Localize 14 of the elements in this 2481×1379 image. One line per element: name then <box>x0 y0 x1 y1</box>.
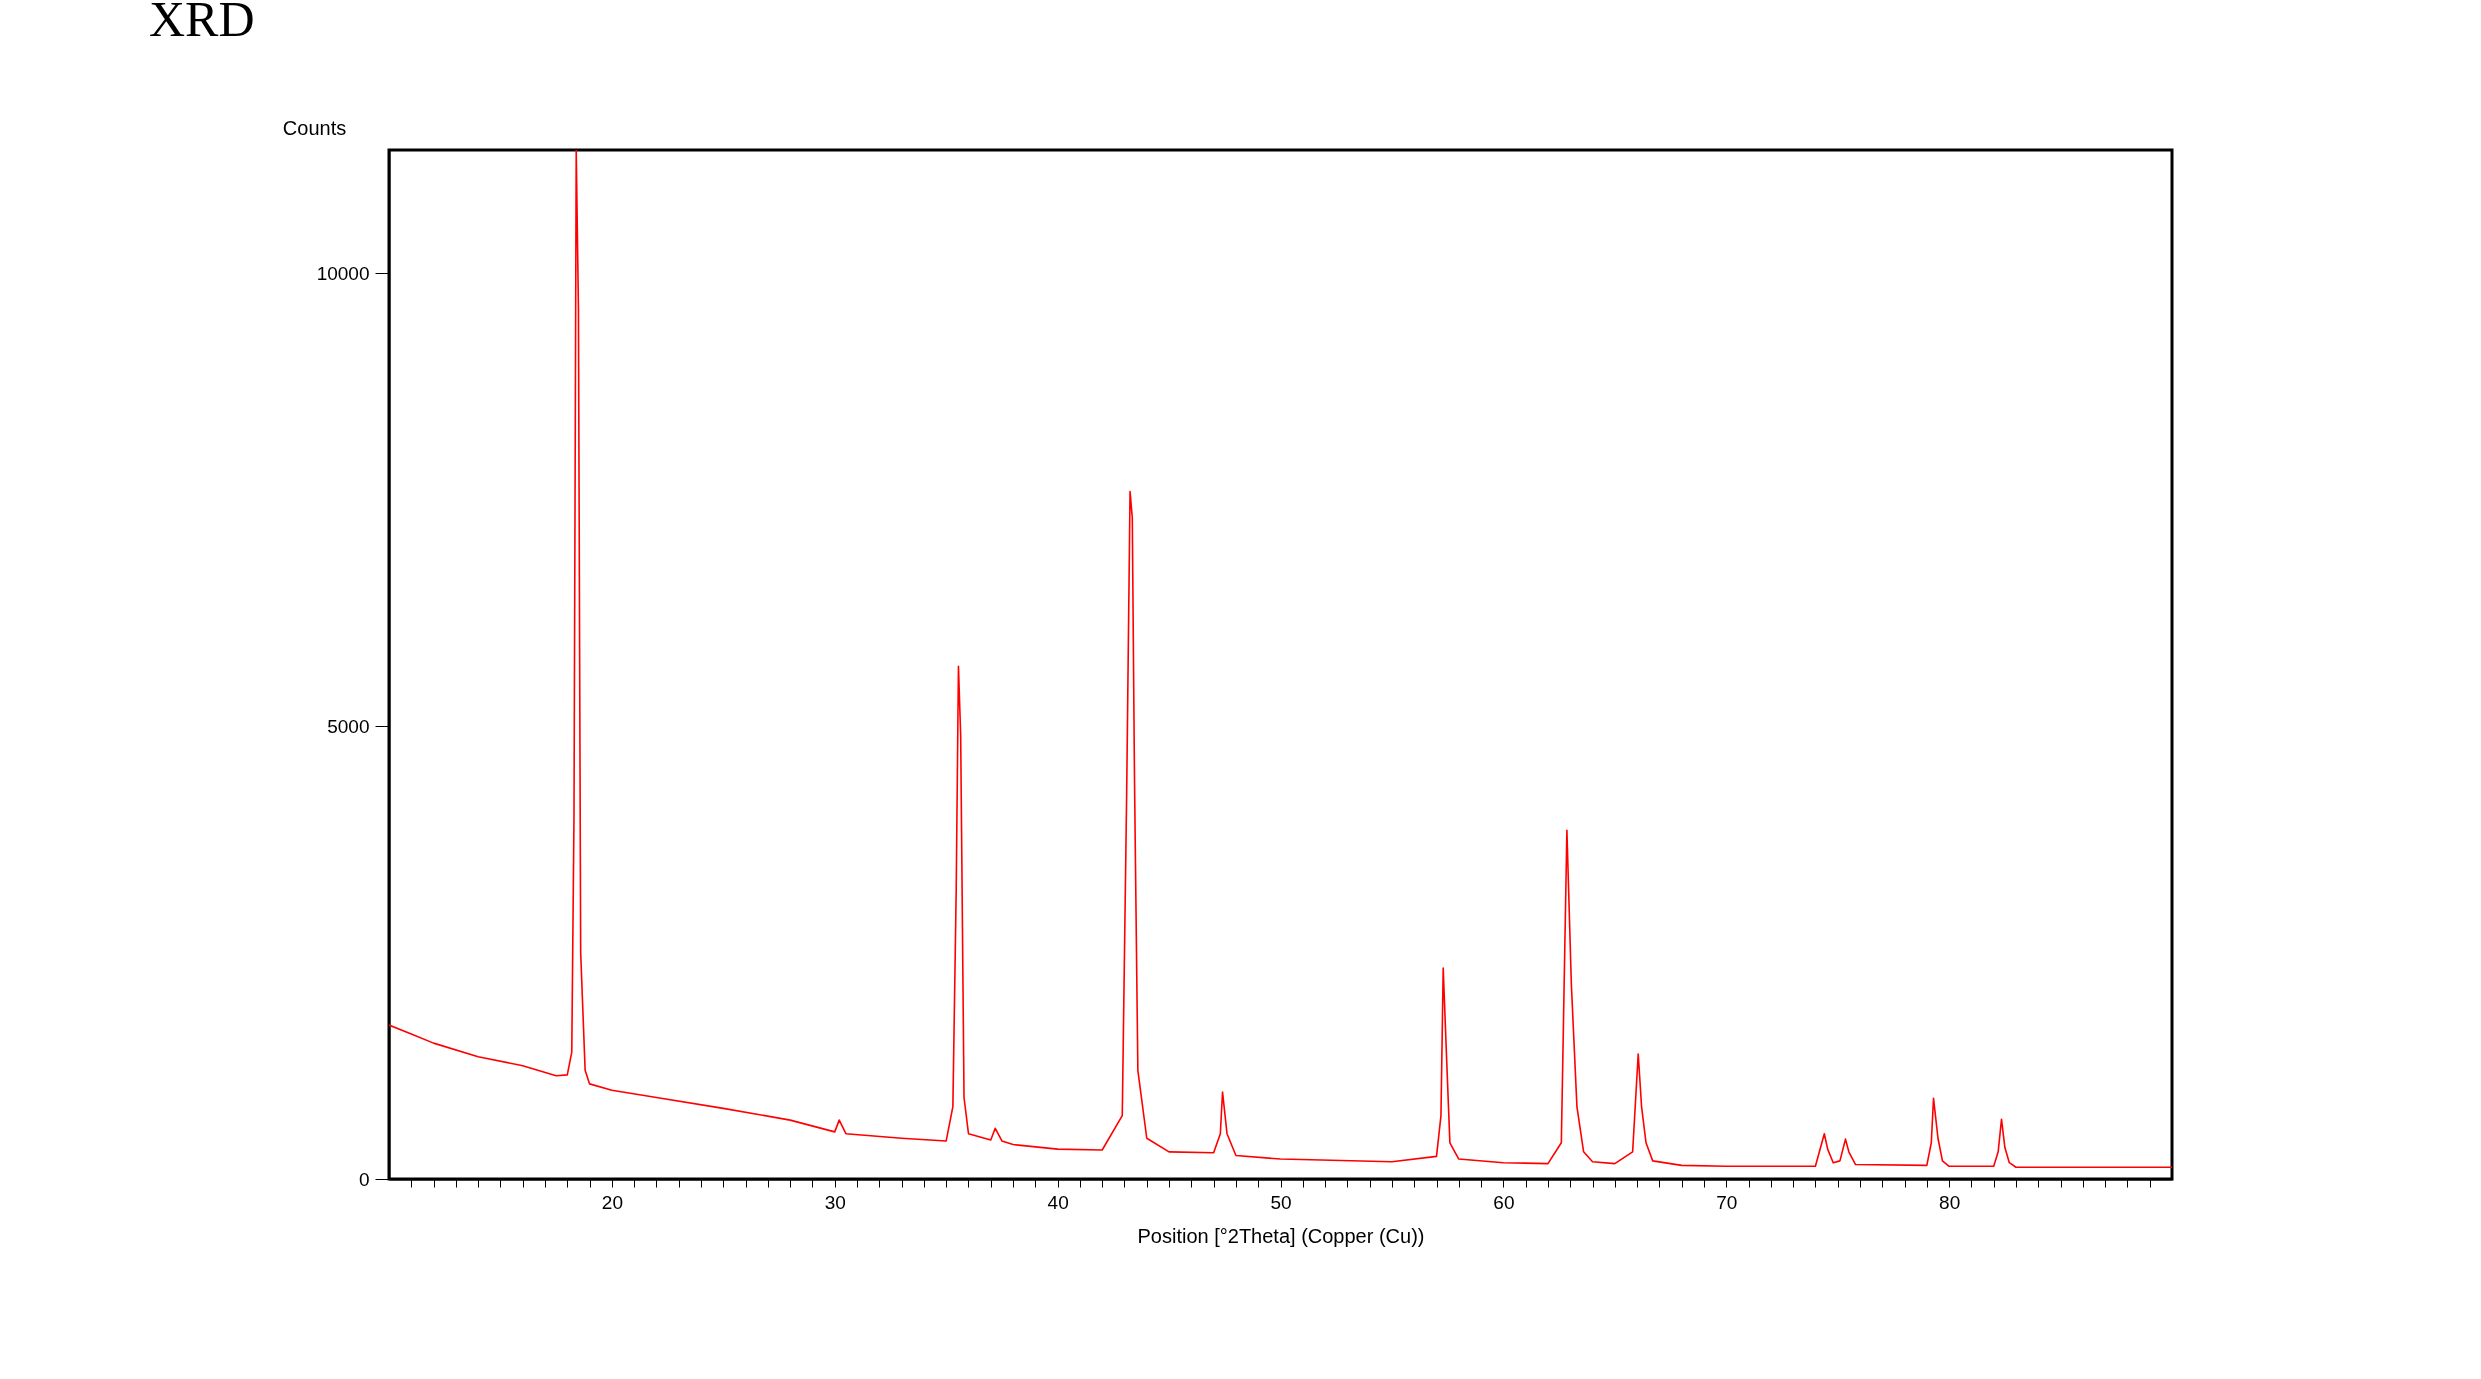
y-tick-label: 10000 <box>316 262 370 284</box>
x-tick-label: 60 <box>1493 1191 1515 1213</box>
chart-title: XRD <box>149 0 255 47</box>
y-tick-label: 5000 <box>327 715 370 737</box>
y-tick-label: 0 <box>358 1168 370 1190</box>
x-tick-label: 30 <box>824 1191 846 1213</box>
y-axis-title: Counts <box>282 116 347 139</box>
x-tick-label: 40 <box>1047 1191 1069 1213</box>
x-tick-label: 80 <box>1939 1191 1961 1213</box>
line-series <box>389 150 2172 1169</box>
x-tick-label: 50 <box>1270 1191 1292 1213</box>
x-tick-label: 70 <box>1716 1191 1738 1213</box>
x-axis-title: Position [°2Theta] (Copper (Cu)) <box>1137 1224 1425 1247</box>
x-tick-label: 20 <box>601 1191 623 1213</box>
